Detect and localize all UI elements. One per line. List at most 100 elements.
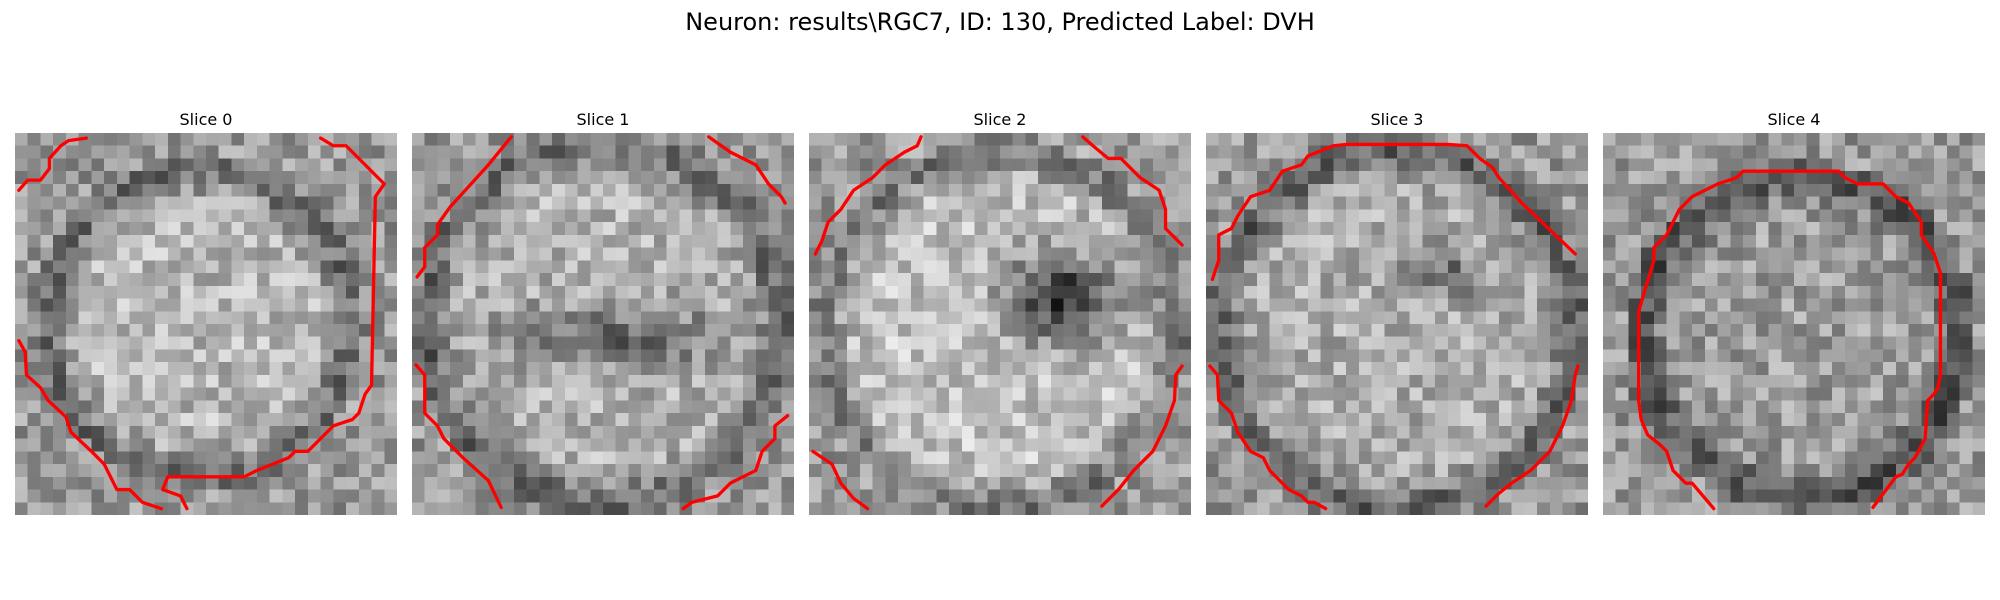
pixel	[1473, 451, 1487, 465]
pixel	[1794, 400, 1807, 414]
pixel	[1628, 502, 1642, 515]
pixel	[809, 425, 822, 439]
pixel	[1730, 183, 1744, 197]
pixel	[1819, 260, 1833, 274]
pixel	[539, 298, 553, 312]
pixel	[1320, 362, 1334, 376]
pixel	[53, 273, 67, 287]
pixel	[847, 273, 861, 287]
pixel	[628, 489, 642, 503]
pixel	[949, 260, 963, 274]
pixel	[1000, 387, 1013, 401]
pixel	[27, 260, 41, 274]
pixel	[27, 349, 41, 363]
pixel	[615, 260, 629, 274]
pixel	[564, 209, 578, 223]
pixel	[1575, 438, 1588, 452]
pixel	[1794, 438, 1807, 452]
pixel	[1012, 145, 1026, 159]
pixel	[282, 374, 296, 388]
pixel	[218, 387, 232, 401]
pixel	[104, 285, 118, 299]
pixel	[1140, 183, 1154, 197]
pixel	[346, 247, 360, 261]
pixel	[1511, 273, 1525, 287]
pixel	[1692, 273, 1706, 287]
pixel	[679, 464, 693, 478]
pixel	[949, 413, 963, 427]
pixel	[539, 260, 553, 274]
pixel	[424, 324, 438, 337]
pixel	[1641, 311, 1655, 325]
pixel	[1498, 222, 1512, 236]
pixel	[1895, 298, 1909, 312]
pixel	[295, 222, 309, 236]
pixel	[1038, 133, 1052, 146]
pixel	[1346, 196, 1360, 210]
pixel	[1140, 260, 1154, 274]
pixel	[1666, 273, 1680, 287]
pixel	[898, 336, 912, 350]
pixel	[1603, 183, 1616, 197]
pixel	[104, 413, 118, 427]
pixel	[116, 273, 130, 287]
pixel	[641, 451, 655, 465]
pixel	[539, 349, 553, 363]
pixel	[1781, 387, 1795, 401]
pixel	[1025, 196, 1039, 210]
pixel	[384, 133, 397, 146]
pixel	[910, 311, 924, 325]
pixel	[1447, 183, 1461, 197]
pixel	[1857, 171, 1871, 185]
pixel	[1972, 451, 1985, 465]
pixel	[142, 285, 156, 299]
pixel	[513, 464, 527, 478]
pixel	[1498, 145, 1512, 159]
pixel	[193, 311, 207, 325]
pixel	[1615, 285, 1629, 299]
pixel	[437, 349, 451, 363]
pixel	[1972, 158, 1985, 172]
pixel	[1921, 260, 1935, 274]
pixel	[488, 311, 502, 325]
pixel	[1320, 387, 1334, 401]
pixel	[1679, 387, 1693, 401]
pixel	[936, 196, 950, 210]
pixel	[295, 196, 309, 210]
pixel	[244, 502, 258, 515]
pixel	[1397, 502, 1410, 515]
pixel	[1473, 260, 1487, 274]
pixel	[859, 349, 873, 363]
pixel	[847, 374, 861, 388]
pixel	[1562, 502, 1576, 515]
pixel	[346, 324, 360, 337]
pixel	[282, 489, 296, 503]
pixel	[437, 502, 451, 515]
pixel	[206, 374, 219, 388]
pixel	[15, 451, 28, 465]
pixel	[129, 183, 143, 197]
pixel	[564, 298, 578, 312]
pixel	[666, 489, 680, 503]
pixel	[1256, 489, 1270, 503]
pixel	[974, 260, 988, 274]
pixel	[424, 387, 438, 401]
pixel	[885, 413, 899, 427]
pixel	[358, 196, 372, 210]
pixel	[847, 413, 861, 427]
pixel	[462, 273, 476, 287]
pixel	[1358, 209, 1372, 223]
pixel	[781, 451, 794, 465]
pixel	[269, 234, 283, 248]
pixel	[1295, 145, 1309, 159]
pixel	[1473, 133, 1487, 146]
pixel	[488, 247, 502, 261]
pixel	[1934, 145, 1948, 159]
pixel	[552, 489, 566, 503]
pixel	[1857, 234, 1871, 248]
pixel	[1397, 324, 1410, 337]
pixel	[1447, 158, 1461, 172]
pixel	[809, 324, 822, 337]
pixel	[1704, 298, 1718, 312]
pixel	[679, 158, 693, 172]
